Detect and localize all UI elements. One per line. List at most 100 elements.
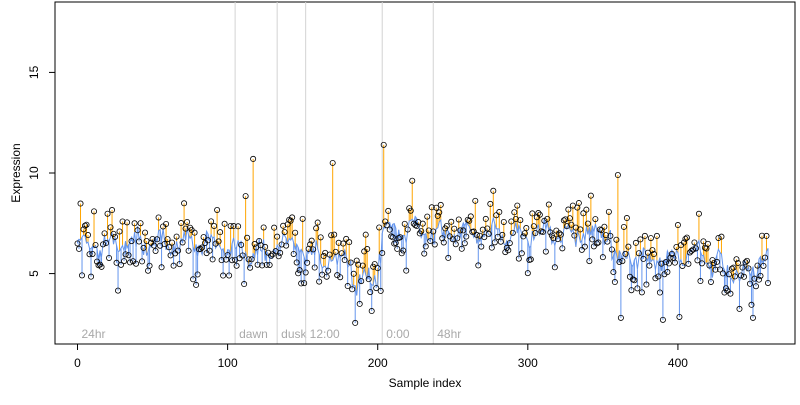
- data-point: [152, 247, 159, 254]
- data-point: [134, 227, 141, 234]
- data-point: [353, 257, 360, 264]
- data-point: [740, 273, 747, 280]
- data-point: [710, 260, 717, 267]
- data-point: [166, 244, 173, 251]
- data-point: [310, 246, 317, 253]
- data-point: [200, 234, 207, 241]
- data-point: [292, 229, 299, 236]
- data-point: [307, 241, 314, 248]
- x-tick-label: 400: [668, 356, 688, 370]
- data-point: [647, 235, 654, 242]
- data-point: [158, 264, 165, 271]
- data-point: [401, 220, 408, 227]
- data-point: [749, 314, 756, 321]
- data-point: [478, 243, 485, 250]
- data-point: [298, 280, 305, 287]
- data-point: [500, 218, 507, 225]
- data-point: [493, 212, 500, 219]
- data-point: [463, 233, 470, 240]
- data-point: [197, 245, 204, 252]
- data-point: [706, 262, 713, 269]
- data-point: [457, 227, 464, 234]
- data-point: [557, 231, 564, 238]
- data-point: [149, 235, 156, 242]
- data-point: [586, 258, 593, 265]
- data-point: [164, 236, 171, 243]
- data-point: [628, 287, 635, 294]
- data-point: [704, 240, 711, 247]
- data-point: [565, 206, 572, 213]
- data-point: [199, 244, 206, 251]
- data-point: [281, 229, 288, 236]
- data-point: [101, 230, 108, 237]
- data-point: [424, 213, 431, 220]
- data-point: [517, 217, 524, 224]
- data-point: [317, 234, 324, 241]
- data-point: [619, 258, 626, 265]
- data-point: [743, 257, 750, 264]
- data-point: [668, 250, 675, 257]
- data-point: [346, 239, 353, 246]
- data-point: [754, 262, 761, 269]
- data-point: [583, 206, 590, 213]
- data-point: [98, 263, 105, 270]
- data-point: [326, 251, 333, 258]
- data-point: [454, 235, 461, 242]
- data-point: [389, 234, 396, 241]
- data-point: [154, 236, 161, 243]
- data-point: [437, 201, 444, 208]
- data-point: [667, 254, 674, 261]
- data-point: [475, 262, 482, 269]
- data-point: [623, 215, 630, 222]
- data-point: [238, 241, 245, 248]
- data-point: [523, 225, 530, 232]
- data-point: [277, 249, 284, 256]
- data-point: [325, 267, 332, 274]
- data-point: [226, 272, 233, 279]
- data-point: [584, 220, 591, 227]
- data-point: [622, 250, 629, 257]
- data-point: [175, 247, 182, 254]
- data-point: [650, 251, 657, 258]
- data-point: [733, 256, 740, 263]
- data-point: [278, 241, 285, 248]
- data-point: [763, 232, 770, 239]
- data-points: [74, 141, 771, 326]
- data-point: [652, 275, 659, 282]
- data-point: [458, 245, 465, 252]
- data-point: [344, 283, 351, 290]
- data-point: [554, 236, 561, 243]
- data-point: [290, 250, 297, 257]
- data-point: [532, 230, 539, 237]
- data-point: [490, 187, 497, 194]
- data-point: [430, 228, 437, 235]
- data-point: [76, 245, 83, 252]
- data-point: [467, 213, 474, 220]
- data-point: [674, 222, 681, 229]
- data-point: [488, 244, 495, 251]
- data-point: [131, 220, 138, 227]
- data-point: [256, 237, 263, 244]
- data-point: [343, 235, 350, 242]
- data-point: [169, 239, 176, 246]
- data-point: [388, 233, 395, 240]
- data-point: [716, 266, 723, 273]
- data-point: [713, 258, 720, 265]
- data-point: [520, 233, 527, 240]
- data-point: [695, 210, 702, 217]
- data-point: [362, 231, 369, 238]
- data-point: [206, 247, 213, 254]
- data-point: [529, 210, 536, 217]
- data-point: [760, 262, 767, 269]
- data-point: [719, 270, 726, 277]
- data-point: [359, 262, 366, 269]
- data-point: [112, 233, 119, 240]
- data-point: [194, 271, 201, 278]
- data-point: [262, 243, 269, 250]
- data-point: [293, 259, 300, 266]
- data-point: [434, 212, 441, 219]
- data-point: [598, 227, 605, 234]
- data-point: [275, 253, 282, 260]
- data-point: [682, 235, 689, 242]
- data-point: [599, 254, 606, 261]
